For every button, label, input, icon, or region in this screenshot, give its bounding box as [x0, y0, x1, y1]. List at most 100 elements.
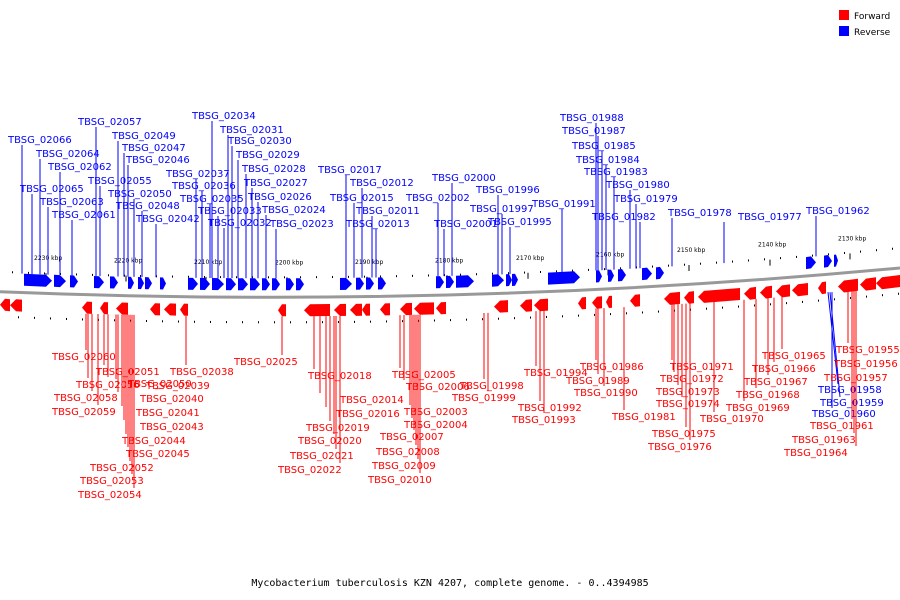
gene-label-forward[interactable]: TBSG_01974 — [655, 399, 720, 410]
gene-label-reverse[interactable]: TBSG_02055 — [87, 176, 152, 187]
gene-label-forward[interactable]: TBSG_02008 — [375, 447, 440, 458]
gene-label-reverse[interactable]: TBSG_02033 — [197, 206, 262, 217]
gene-feature[interactable] — [188, 277, 198, 290]
gene-label-reverse[interactable]: TBSG_02028 — [241, 164, 306, 175]
gene-label-forward[interactable]: TBSG_02060 — [51, 352, 116, 363]
gene-feature[interactable] — [180, 303, 188, 316]
gene-label-forward[interactable]: TBSG_02051 — [95, 367, 160, 378]
gene-feature[interactable] — [414, 302, 434, 315]
gene-label-reverse[interactable]: TBSG_02012 — [349, 178, 414, 189]
gene-label-reverse[interactable]: TBSG_02050 — [107, 189, 172, 200]
gene-label-reverse[interactable]: TBSG_02042 — [135, 214, 200, 225]
gene-label-reverse[interactable]: TBSG_02064 — [35, 149, 100, 160]
gene-label-reverse[interactable]: TBSG_02048 — [115, 201, 180, 212]
gene-feature[interactable] — [378, 277, 386, 290]
gene-feature[interactable] — [238, 278, 248, 291]
gene-feature[interactable] — [116, 302, 128, 315]
gene-label-reverse[interactable]: TBSG_02015 — [329, 193, 394, 204]
gene-label-reverse[interactable]: TBSG_02062 — [47, 162, 112, 173]
gene-feature[interactable] — [792, 282, 808, 297]
gene-feature[interactable] — [684, 291, 694, 304]
gene-label-forward[interactable]: TBSG_01957 — [823, 373, 888, 384]
gene-label-forward[interactable]: TBSG_01965 — [761, 351, 826, 362]
gene-feature[interactable] — [512, 273, 518, 287]
gene-label-forward[interactable]: TBSG_02044 — [121, 436, 186, 447]
gene-label-forward[interactable]: TBSG_02004 — [403, 420, 468, 431]
gene-label-reverse[interactable]: TBSG_02063 — [39, 197, 104, 208]
gene-label-reverse[interactable]: TBSG_02065 — [19, 184, 84, 195]
gene-label-reverse[interactable]: TBSG_02029 — [235, 150, 300, 161]
gene-feature[interactable] — [436, 276, 444, 289]
gene-label-reverse[interactable]: TBSG_01960 — [811, 409, 876, 420]
gene-feature[interactable] — [160, 277, 166, 290]
gene-feature[interactable] — [494, 300, 508, 313]
gene-feature[interactable] — [226, 278, 236, 291]
gene-feature[interactable] — [506, 274, 512, 287]
gene-feature[interactable] — [150, 303, 160, 316]
gene-label-forward[interactable]: TBSG_01976 — [647, 442, 712, 453]
gene-label-forward[interactable]: TBSG_01963 — [791, 435, 856, 446]
gene-feature[interactable] — [362, 303, 370, 316]
gene-label-forward[interactable]: TBSG_01992 — [517, 403, 582, 414]
gene-feature[interactable] — [698, 288, 740, 303]
gene-label-reverse[interactable]: TBSG_01996 — [475, 185, 540, 196]
gene-feature[interactable] — [366, 277, 374, 290]
gene-label-reverse[interactable]: TBSG_01988 — [559, 113, 624, 124]
gene-label-reverse[interactable]: TBSG_02057 — [77, 117, 142, 128]
gene-label-forward[interactable]: TBSG_02040 — [139, 394, 204, 405]
gene-label-reverse[interactable]: TBSG_01987 — [561, 126, 626, 137]
gene-feature[interactable] — [436, 302, 446, 315]
gene-label-forward[interactable]: TBSG_02016 — [335, 409, 400, 420]
gene-feature[interactable] — [0, 298, 10, 312]
gene-label-forward[interactable]: TBSG_02018 — [307, 371, 372, 382]
gene-label-reverse[interactable]: TBSG_02046 — [125, 155, 190, 166]
gene-label-forward[interactable]: TBSG_02020 — [297, 436, 362, 447]
gene-label-forward[interactable]: TBSG_01998 — [459, 381, 524, 392]
gene-label-forward[interactable]: TBSG_02007 — [379, 432, 444, 443]
gene-label-forward[interactable]: TBSG_02043 — [139, 422, 204, 433]
gene-label-reverse[interactable]: TBSG_01962 — [805, 206, 870, 217]
gene-feature[interactable] — [596, 270, 602, 283]
gene-feature[interactable] — [380, 303, 390, 316]
gene-feature[interactable] — [534, 298, 548, 312]
gene-label-reverse[interactable]: TBSG_02027 — [243, 178, 308, 189]
gene-feature[interactable] — [776, 284, 790, 298]
gene-feature[interactable] — [278, 304, 286, 317]
gene-feature[interactable] — [818, 281, 826, 295]
gene-feature[interactable] — [608, 269, 614, 282]
gene-feature[interactable] — [54, 274, 66, 288]
gene-label-reverse[interactable]: TBSG_01997 — [469, 204, 534, 215]
gene-feature[interactable] — [212, 278, 224, 291]
gene-feature[interactable] — [630, 294, 640, 307]
gene-label-forward[interactable]: TBSG_02050 — [127, 379, 192, 390]
gene-label-forward[interactable]: TBSG_01971 — [669, 362, 734, 373]
gene-label-forward[interactable]: TBSG_02054 — [77, 490, 142, 501]
gene-label-forward[interactable]: TBSG_01955 — [835, 345, 900, 356]
gene-feature[interactable] — [110, 276, 118, 289]
gene-feature[interactable] — [145, 277, 152, 290]
gene-feature[interactable] — [642, 267, 652, 281]
gene-label-reverse[interactable]: TBSG_02017 — [317, 165, 382, 176]
gene-label-reverse[interactable]: TBSG_02061 — [51, 210, 116, 221]
gene-feature[interactable] — [82, 301, 92, 314]
gene-label-reverse[interactable]: TBSG_01995 — [487, 217, 552, 228]
gene-label-forward[interactable]: TBSG_01981 — [611, 412, 676, 423]
gene-label-forward[interactable]: TBSG_01964 — [783, 448, 848, 459]
gene-feature[interactable] — [456, 275, 474, 288]
gene-label-forward[interactable]: TBSG_01973 — [655, 387, 720, 398]
gene-label-forward[interactable]: TBSG_02021 — [289, 451, 354, 462]
gene-label-forward[interactable]: TBSG_01961 — [809, 421, 874, 432]
gene-label-reverse[interactable]: TBSG_01985 — [571, 141, 636, 152]
gene-feature[interactable] — [250, 278, 260, 291]
gene-feature[interactable] — [520, 299, 532, 312]
gene-label-forward[interactable]: TBSG_02003 — [403, 407, 468, 418]
gene-feature[interactable] — [656, 266, 664, 280]
gene-label-reverse[interactable]: TBSG_02049 — [111, 131, 176, 142]
gene-label-forward[interactable]: TBSG_01990 — [573, 388, 638, 399]
gene-label-forward[interactable]: TBSG_02010 — [367, 475, 432, 486]
gene-feature[interactable] — [578, 296, 586, 310]
gene-label-reverse[interactable]: TBSG_02032 — [207, 218, 272, 229]
gene-label-reverse[interactable]: TBSG_01991 — [531, 199, 596, 210]
gene-label-forward[interactable]: TBSG_02058 — [53, 393, 118, 404]
gene-label-reverse[interactable]: TBSG_02023 — [269, 219, 334, 230]
